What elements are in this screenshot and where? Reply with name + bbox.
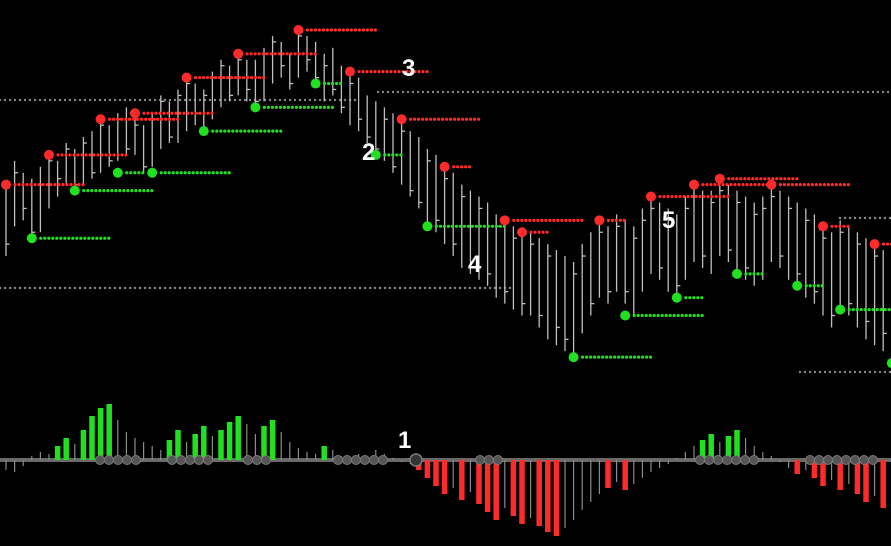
- annotation-1: 1: [398, 427, 411, 454]
- annotation-5: 5: [662, 207, 675, 234]
- trading-chart: 1 2 3 4 5: [0, 0, 891, 546]
- annotation-3: 3: [402, 55, 415, 82]
- annotation-4: 4: [468, 251, 482, 278]
- annotation-2: 2: [362, 139, 375, 166]
